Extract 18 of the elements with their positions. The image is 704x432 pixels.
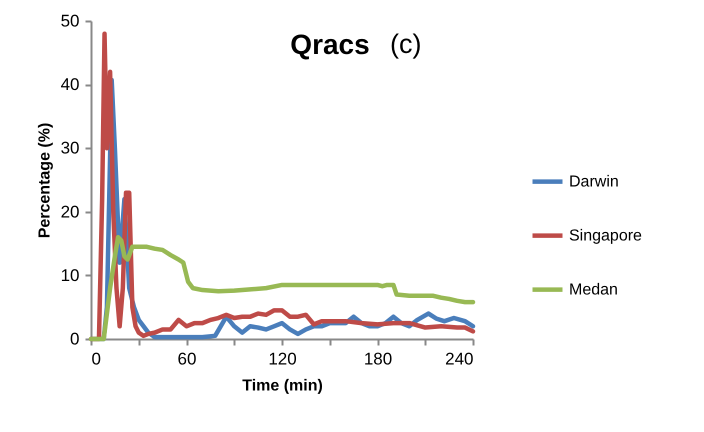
x-tick-label: 180 xyxy=(364,350,392,368)
x-tick-label: 60 xyxy=(178,350,196,368)
x-tick-label: 240 xyxy=(445,350,474,368)
x-axis-title: Time (min) xyxy=(242,378,323,394)
y-axis-title: Percentage (%) xyxy=(36,122,54,238)
x-tick-label: 0 xyxy=(92,350,101,368)
legend-label: Singapore xyxy=(569,228,642,245)
annotation: (c) xyxy=(390,29,422,59)
chart-title: Qracs xyxy=(290,29,370,60)
y-tick-label: 40 xyxy=(60,75,80,94)
y-tick-label: 0 xyxy=(70,330,80,348)
y-tick-label: 20 xyxy=(60,202,80,222)
legend-label: Darwin xyxy=(569,174,619,191)
legend-label: Medan xyxy=(569,282,618,299)
y-tick-label: 50 xyxy=(60,12,80,30)
y-tick-label: 10 xyxy=(60,266,80,285)
x-tick-label: 120 xyxy=(268,350,297,368)
y-tick-label: 30 xyxy=(60,138,80,158)
